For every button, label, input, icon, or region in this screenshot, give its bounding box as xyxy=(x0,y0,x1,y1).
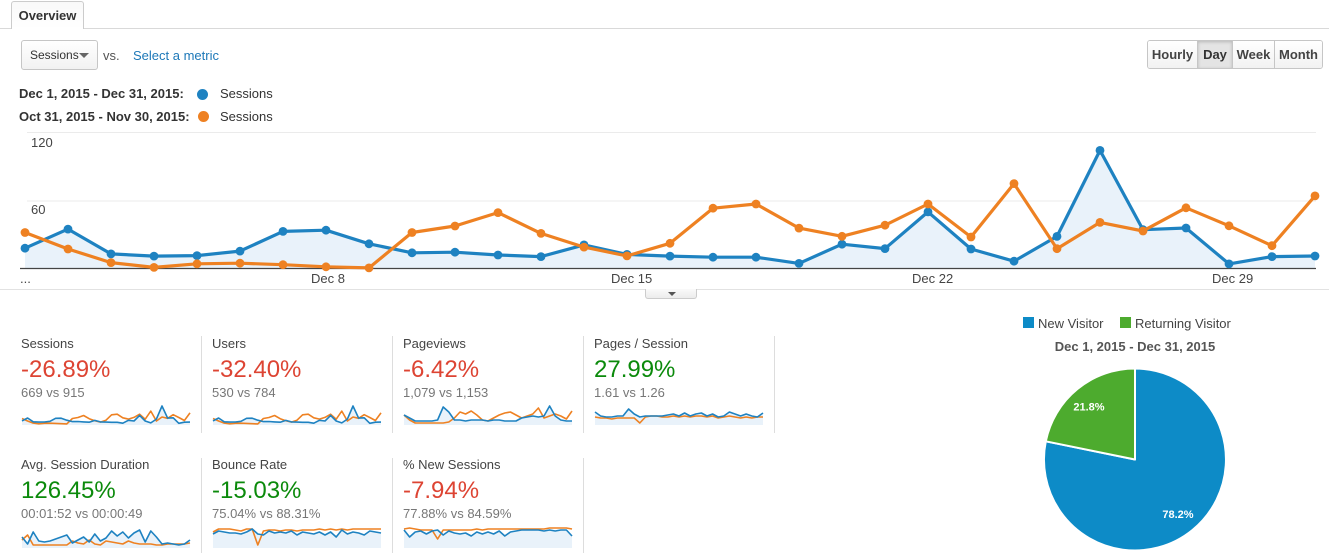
svg-text:78.2%: 78.2% xyxy=(1162,509,1193,521)
svg-text:21.8%: 21.8% xyxy=(1073,402,1104,414)
